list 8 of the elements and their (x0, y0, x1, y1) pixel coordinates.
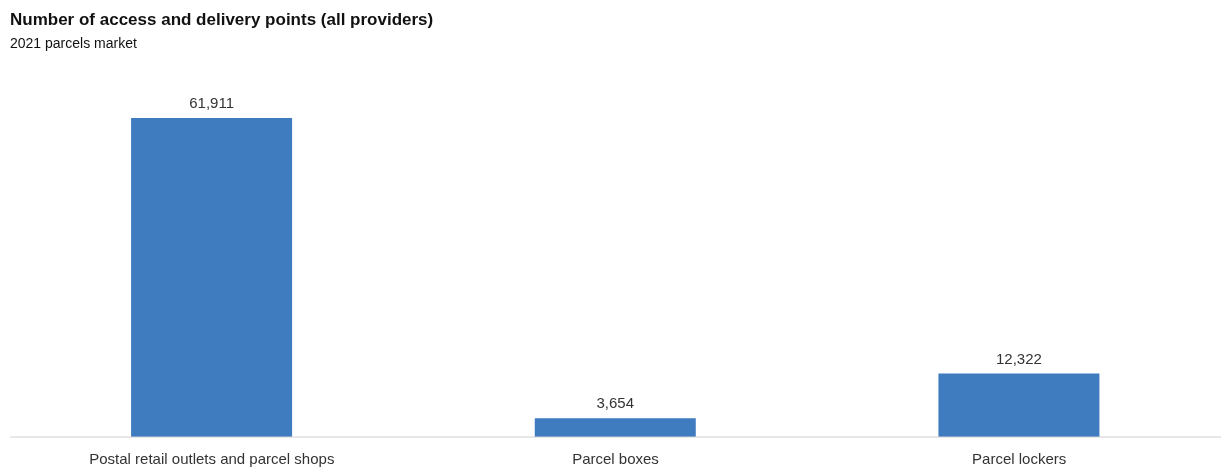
x-tick-label: Postal retail outlets and parcel shops (89, 449, 335, 467)
chart-title: Number of access and delivery points (all providers) (10, 10, 434, 30)
x-tick-label: Parcel boxes (572, 449, 659, 467)
data-label: 61,911 (189, 94, 234, 111)
chart-subtitle: 2021 parcels market (10, 35, 137, 51)
data-label: 12,322 (995, 349, 1042, 367)
data-label: 3,654 (596, 394, 635, 412)
x-tick-label: Parcel lockers (972, 449, 1067, 467)
